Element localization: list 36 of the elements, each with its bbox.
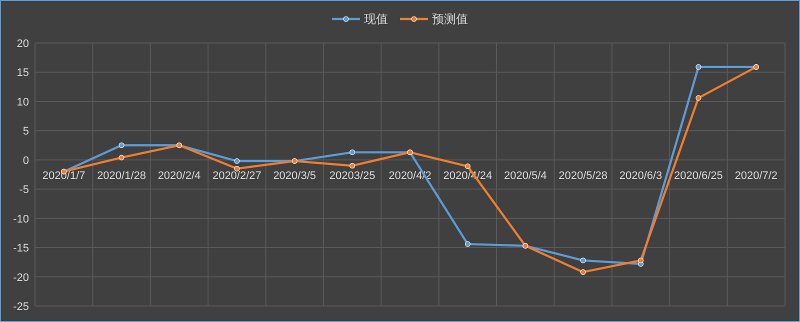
- point: [234, 158, 240, 164]
- legend-label: 现值: [364, 12, 388, 26]
- y-tick-label: 10: [16, 96, 29, 108]
- x-tick-label: 2020/3/5: [273, 170, 316, 182]
- y-tick-label: -5: [19, 184, 29, 196]
- y-tick-label: 20: [16, 38, 29, 50]
- x-tick-label: 20203/25: [329, 170, 376, 182]
- y-tick-label: -10: [13, 213, 29, 226]
- y-tick-label: -25: [13, 301, 29, 313]
- point: [118, 142, 124, 148]
- point: [234, 166, 240, 172]
- x-tick-label: 2020/5/4: [504, 170, 547, 182]
- y-tick-label: -15: [13, 242, 29, 255]
- y-tick-label: 0: [22, 154, 29, 167]
- x-tick-label: 2020/5/28: [558, 170, 608, 182]
- point: [638, 258, 644, 264]
- y-tick-label: 15: [16, 67, 29, 80]
- x-tick-label: 2020/6/3: [619, 170, 662, 182]
- point: [118, 154, 124, 160]
- legend-label: 预测值: [432, 12, 468, 26]
- x-tick-label: 2020/6/25: [674, 170, 723, 182]
- point: [350, 149, 356, 156]
- point: [464, 241, 470, 247]
- x-tick-label: 2020/1/7: [42, 170, 86, 182]
- x-tick-label: 2020/2/4: [158, 170, 201, 182]
- point: [696, 64, 702, 70]
- point: [350, 162, 356, 169]
- y-tick-label: -20: [13, 272, 29, 284]
- point: [580, 258, 586, 264]
- point: [464, 164, 470, 170]
- x-tick-label: 2020/1/28: [97, 170, 146, 182]
- point: [696, 95, 702, 101]
- x-tick-label: 2020/2/27: [212, 170, 262, 182]
- x-tick-label: 2020/7/2: [734, 170, 778, 182]
- point: [580, 269, 586, 275]
- y-tick-label: 5: [22, 126, 29, 138]
